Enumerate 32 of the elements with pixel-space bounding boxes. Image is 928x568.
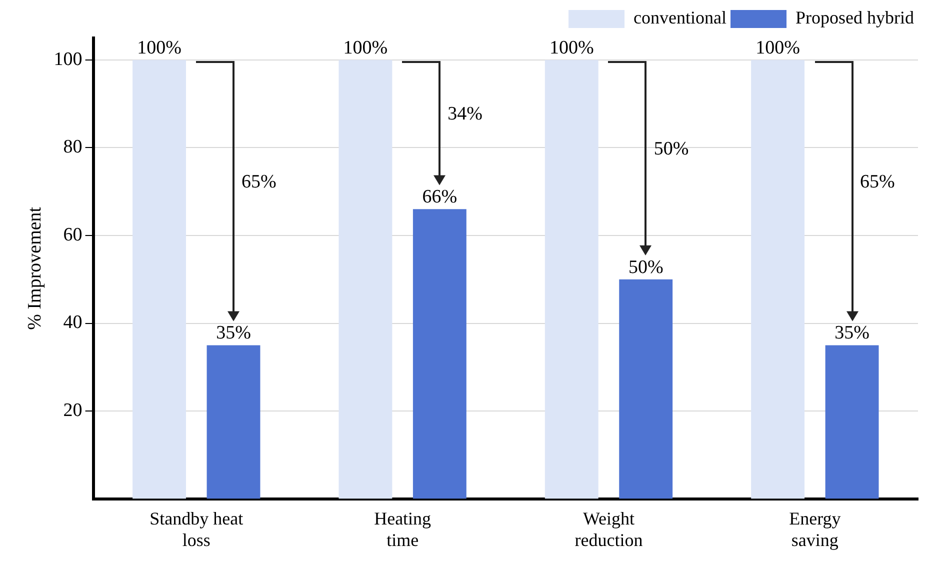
data-label: 35% <box>834 322 870 344</box>
bar <box>751 60 805 499</box>
data-label: 50% <box>628 256 664 278</box>
y-tick-label: 20 <box>63 400 82 422</box>
bar <box>338 60 392 499</box>
x-tick-label: Heating time <box>374 508 432 550</box>
bar <box>412 209 466 499</box>
annotation: 65% <box>860 172 896 193</box>
data-label: 100% <box>756 37 800 58</box>
legend-label: Proposed hybrid <box>796 8 914 28</box>
bar <box>132 60 186 499</box>
bar <box>206 345 260 499</box>
y-tick-label: 100 <box>54 48 82 70</box>
bar <box>825 345 879 499</box>
annotation: 50% <box>654 138 689 160</box>
y-tick-label: 80 <box>63 136 82 158</box>
annotation: 65% <box>242 172 276 193</box>
y-tick-label: 60 <box>63 224 82 246</box>
bar <box>544 60 598 499</box>
x-tick-label: Weight reduction <box>574 508 643 550</box>
x-tick-label: Energy saving <box>789 508 841 550</box>
data-label: 100% <box>343 37 388 58</box>
data-label: 66% <box>422 186 458 208</box>
data-label: 35% <box>216 322 252 344</box>
x-tick-label: Standby heat loss <box>150 508 244 550</box>
y-axis-title: % Improvement <box>24 206 46 330</box>
data-label: 100% <box>549 37 594 58</box>
data-label: 100% <box>137 37 182 58</box>
y-tick-label: 40 <box>63 312 82 334</box>
bar <box>619 279 673 499</box>
legend-label: conventional <box>634 8 727 28</box>
annotation: 34% <box>448 104 483 125</box>
